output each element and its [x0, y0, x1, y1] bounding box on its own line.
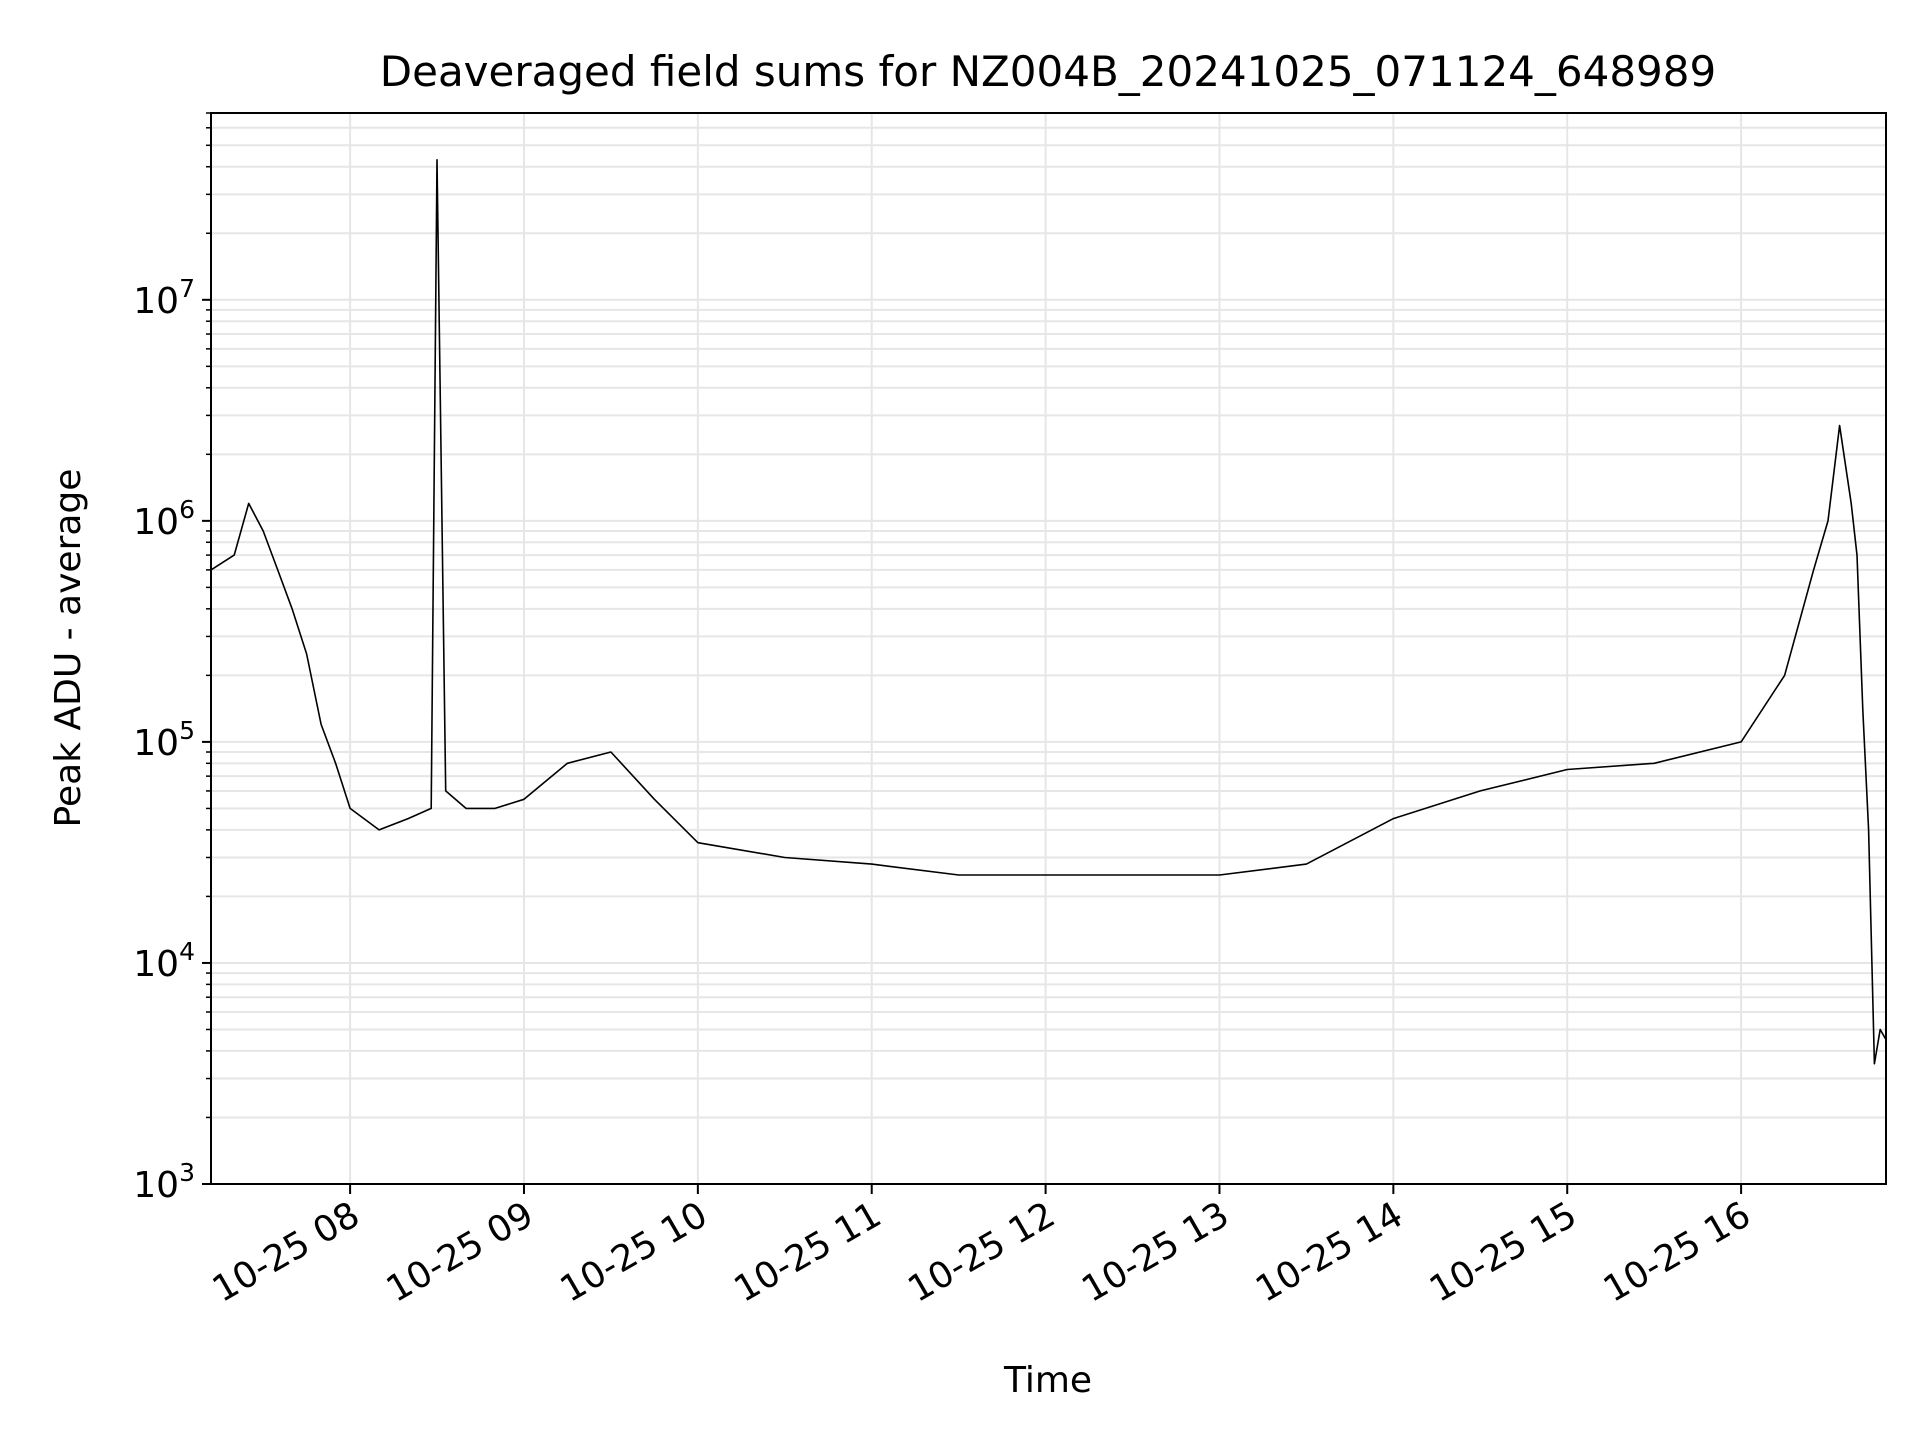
grid-layer: [211, 112, 1886, 1185]
y-tick-label: 107: [133, 274, 195, 322]
x-axis-label: Time: [1003, 1360, 1092, 1401]
series-line: [210, 159, 1887, 1065]
y-tick-label: 106: [133, 495, 195, 543]
plot-frame: [210, 112, 1887, 1185]
plot-layer: [210, 159, 1887, 1065]
chart-title: Deaveraged field sums for NZ004B_2024102…: [380, 47, 1716, 96]
y-tick-label: 104: [133, 937, 195, 985]
y-tick-label: 103: [133, 1158, 195, 1206]
y-axis-label: Peak ADU - average: [48, 469, 89, 828]
y-tick-label: 105: [133, 716, 195, 764]
